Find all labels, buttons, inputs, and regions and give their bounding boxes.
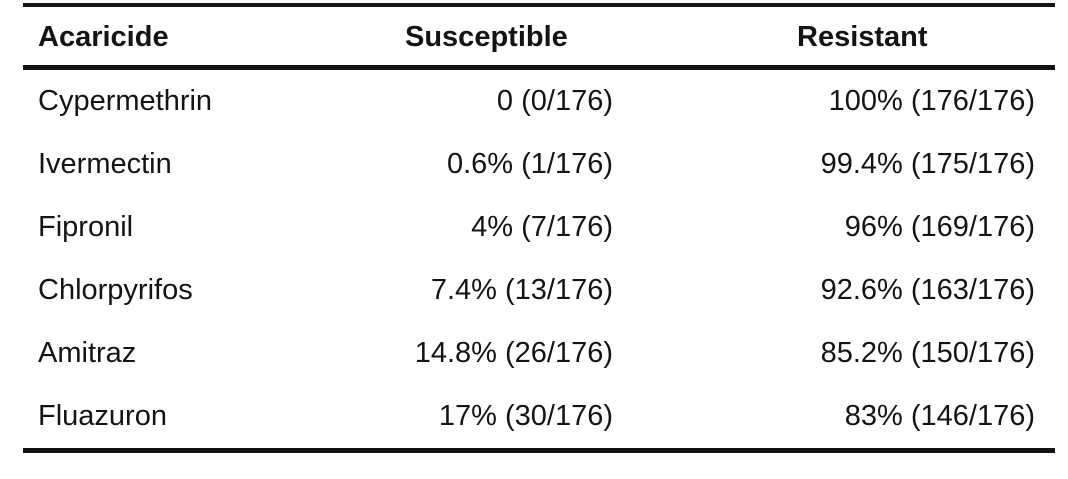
table-row: Cypermethrin 0 (0/176) 100% (176/176) [23,68,1055,134]
susceptible-cell: 14.8% (26/176) [414,337,613,369]
column-header-susceptible: Susceptible [400,5,618,70]
column-header-acaricide: Acaricide [23,5,400,70]
resistant-cell: 92.6% (163/176) [820,274,1035,306]
table-row: Amitraz 14.8% (26/176) 85.2% (150/176) [23,322,1055,385]
resistant-cell: 100% (176/176) [828,85,1035,117]
resistant-cell: 85.2% (150/176) [820,337,1035,369]
acaricide-resistance-table: Acaricide Susceptible Resistant Cypermet… [23,3,1055,453]
acaricide-cell: Ivermectin [38,148,172,180]
acaricide-cell: Chlorpyrifos [38,274,193,306]
resistant-cell: 96% (169/176) [844,211,1035,243]
header-row: Acaricide Susceptible Resistant [23,5,1055,70]
susceptible-cell: 7.4% (13/176) [430,274,613,306]
table-row: Chlorpyrifos 7.4% (13/176) 92.6% (163/176) [23,259,1055,322]
susceptible-cell: 17% (30/176) [438,400,613,432]
table-row: Fluazuron 17% (30/176) 83% (146/176) [23,385,1055,451]
susceptible-cell: 4% (7/176) [471,211,613,243]
resistant-cell: 83% (146/176) [844,400,1035,432]
acaricide-cell: Cypermethrin [38,85,213,117]
table-body: Cypermethrin 0 (0/176) 100% (176/176) Iverm… [23,68,1055,451]
susceptible-cell: 0 (0/176) [496,85,613,117]
acaricide-cell: Fipronil [38,211,134,243]
table-row: Fipronil 4% (7/176) 96% (169/176) [23,196,1055,259]
susceptible-cell: 0.6% (1/176) [446,148,613,180]
acaricide-cell: Fluazuron [38,400,167,432]
acaricide-cell: Amitraz [38,337,137,369]
column-header-resistant: Resistant [618,5,1055,70]
table-row: Ivermectin 0.6% (1/176) 99.4% (175/176) [23,133,1055,196]
resistant-cell: 99.4% (175/176) [820,148,1035,180]
